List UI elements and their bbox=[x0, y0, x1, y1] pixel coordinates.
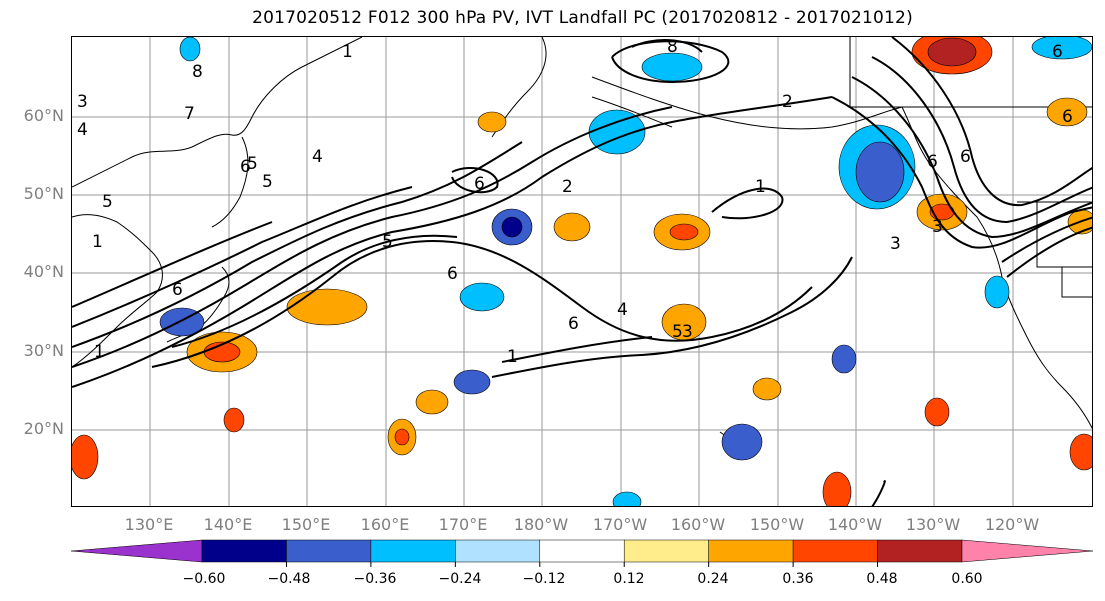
colorbar-label: −0.12 bbox=[522, 571, 566, 587]
colorbar-label: −0.48 bbox=[267, 571, 311, 587]
contour-label: 4 bbox=[617, 300, 628, 320]
pv-contours bbox=[72, 37, 1092, 506]
contour-label: 3 bbox=[890, 234, 901, 254]
colorbar-extend-high bbox=[961, 539, 1094, 563]
contour-label: 6 bbox=[240, 157, 251, 177]
contour-label: 4 bbox=[77, 120, 88, 140]
colorbar-segment bbox=[708, 539, 794, 563]
lon-label: 170°W bbox=[592, 515, 648, 534]
lat-label: 60°N bbox=[23, 106, 64, 125]
contour-label: 1 bbox=[755, 177, 766, 197]
contour-label: 6 bbox=[960, 147, 971, 167]
contour-label: 1 bbox=[94, 342, 105, 362]
contour-label: 2 bbox=[782, 92, 793, 112]
contour-label: 7 bbox=[184, 104, 195, 124]
lon-label: 140°E bbox=[203, 515, 253, 534]
lon-label: 130°W bbox=[905, 515, 961, 534]
lon-label: 150°W bbox=[749, 515, 805, 534]
contour-label: 8 bbox=[667, 37, 678, 57]
colorbar-segment bbox=[370, 539, 456, 563]
lat-label: 30°N bbox=[23, 341, 64, 360]
lat-label: 40°N bbox=[23, 262, 64, 281]
contour-label: 1 bbox=[507, 347, 518, 367]
lon-label: 180°W bbox=[513, 515, 569, 534]
lon-label: 160°E bbox=[360, 515, 410, 534]
map-canvas: 1 8 3 4 7 5 4 5 6 8 1 6 2 6 5 2 1 6 6 3 … bbox=[72, 37, 1092, 506]
colorbar-segment bbox=[539, 539, 625, 563]
lon-label: 160°W bbox=[670, 515, 726, 534]
colorbar-label: −0.60 bbox=[182, 571, 226, 587]
contour-label: 3 bbox=[932, 217, 943, 237]
contour-label: 2 bbox=[562, 177, 573, 197]
contour-label: 5 bbox=[247, 154, 258, 174]
contour-label: 1 bbox=[92, 232, 103, 252]
colorbar-segment bbox=[455, 539, 541, 563]
graticule bbox=[72, 37, 1092, 506]
colorbar-segment bbox=[623, 539, 709, 563]
colorbar-segment bbox=[792, 539, 878, 563]
contour-label: 5 bbox=[382, 232, 393, 252]
colorbar-label: 0.48 bbox=[866, 571, 898, 587]
contour-label: 5 bbox=[102, 192, 113, 212]
contour-labels: 1 8 3 4 7 5 4 5 6 8 1 6 2 6 5 2 1 6 6 3 … bbox=[77, 37, 1073, 367]
contour-label: 5 bbox=[672, 322, 683, 342]
colorbar-segment bbox=[201, 539, 287, 563]
lon-label: 150°E bbox=[281, 515, 331, 534]
lon-label: 120°W bbox=[984, 515, 1040, 534]
lon-label: 170°E bbox=[438, 515, 488, 534]
contour-label: 5 bbox=[262, 172, 273, 192]
colorbar-label: 0.12 bbox=[613, 571, 645, 587]
lon-label: 130°E bbox=[124, 515, 174, 534]
colorbar-segment bbox=[877, 539, 963, 563]
contour-label: 6 bbox=[1062, 107, 1073, 127]
contour-label: 1 bbox=[342, 42, 353, 62]
lat-label: 20°N bbox=[23, 419, 64, 438]
lon-label: 140°W bbox=[827, 515, 883, 534]
colorbar-label: −0.36 bbox=[353, 571, 397, 587]
colorbar-segment bbox=[286, 539, 372, 563]
contour-label: 3 bbox=[77, 92, 88, 112]
contour-label: 6 bbox=[172, 280, 183, 300]
map-title: 2017020512 F012 300 hPa PV, IVT Landfall… bbox=[252, 8, 913, 28]
contour-label: 6 bbox=[474, 174, 485, 194]
contour-label: 6 bbox=[447, 264, 458, 284]
colorbar-label: −0.24 bbox=[438, 571, 482, 587]
map-panel: 1 8 3 4 7 5 4 5 6 8 1 6 2 6 5 2 1 6 6 3 … bbox=[71, 36, 1093, 507]
colorbar-label: 0.36 bbox=[782, 571, 814, 587]
colorbar-extend-low bbox=[70, 539, 203, 563]
contour-label: 6 bbox=[568, 314, 579, 334]
contour-label: 8 bbox=[192, 62, 203, 82]
contour-label: 6 bbox=[927, 152, 938, 172]
contour-label: 6 bbox=[1052, 42, 1063, 62]
colorbar-label: 0.60 bbox=[951, 571, 983, 587]
lat-label: 50°N bbox=[23, 184, 64, 203]
colorbar-label: 0.24 bbox=[697, 571, 729, 587]
contour-label: 4 bbox=[312, 147, 323, 167]
contour-label: 3 bbox=[682, 322, 693, 342]
